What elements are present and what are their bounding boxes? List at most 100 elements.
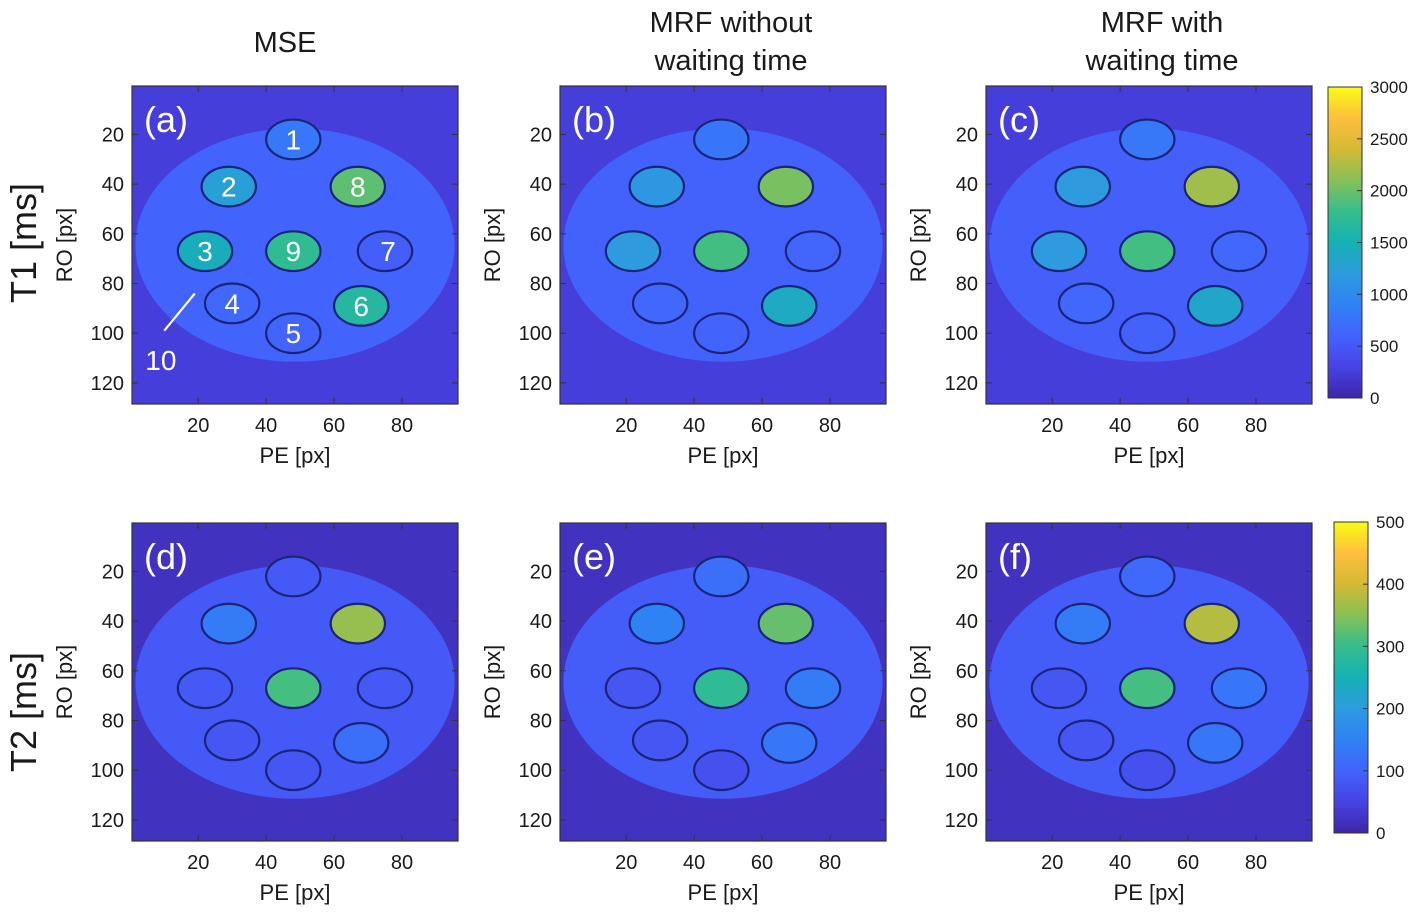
colorbar-gradient (1327, 86, 1363, 399)
colorbar-tick-label: 0 (1370, 389, 1379, 408)
panel-frame (131, 522, 459, 842)
vial-2 (1054, 602, 1112, 645)
colorbar-tick-label: 1000 (1370, 285, 1408, 304)
vial-3 (1030, 230, 1088, 273)
vial-8 (1183, 602, 1241, 645)
panel-frame (985, 85, 1313, 405)
y-tick-label: 120 (519, 373, 552, 395)
x-tick-label: 80 (1245, 852, 1267, 874)
panel-d: (d) 20 40 60 80 20 40 60 80 100 120 PE [px] RO [px] (52, 522, 459, 905)
vial-9 (1119, 667, 1176, 710)
vial-2 (200, 602, 258, 645)
y-axis-label: RO [px] (906, 645, 931, 720)
y-tick-label: 20 (102, 561, 124, 583)
vial-4 (1057, 719, 1115, 762)
y-tick-label: 80 (530, 711, 552, 733)
x-axis-label: PE [px] (688, 443, 759, 468)
y-axis-label: RO [px] (480, 645, 505, 720)
vial-label-2: 2 (221, 172, 237, 203)
x-axis-label: PE [px] (1114, 443, 1185, 468)
x-tick-label: 40 (683, 415, 705, 437)
x-axis-label: PE [px] (260, 880, 331, 905)
vial-5 (265, 749, 322, 792)
colorbar-tick-label: 2500 (1370, 130, 1408, 149)
x-tick-label: 20 (1041, 415, 1063, 437)
x-axis-label: PE [px] (688, 880, 759, 905)
panel-f: (f) 20 40 60 80 20 40 60 80 100 120 PE [px] RO [px] (906, 522, 1313, 905)
vial-2 (628, 602, 686, 645)
panel-frame (559, 85, 887, 405)
colorbar-tick-label: 1500 (1370, 234, 1408, 253)
x-tick-label: 20 (187, 415, 209, 437)
vial-3 (604, 667, 662, 710)
bath-pointer-line (163, 292, 196, 332)
vial-7 (1210, 667, 1268, 710)
vial-6 (760, 284, 818, 327)
y-tick-label: 20 (102, 124, 124, 146)
y-tick-label: 60 (102, 224, 124, 246)
panel-b: (b) 20 40 60 80 20 40 60 80 100 120 PE [px] RO [px] (480, 85, 887, 468)
colorbar-tick-label: 500 (1370, 337, 1398, 356)
y-axis-label: RO [px] (52, 645, 77, 720)
vial-8 (757, 602, 815, 645)
y-tick-label: 120 (945, 373, 978, 395)
colorbar-tick-label: 200 (1376, 700, 1404, 719)
colorbars-group: 0 500 1000 1500 2000 2500 3000 0 100 200 300 400 500 (1327, 78, 1408, 843)
vial-label-5: 5 (286, 318, 302, 349)
vial-4 (631, 282, 689, 325)
vial-4 (203, 719, 261, 762)
y-tick-label: 60 (956, 661, 978, 683)
vial-2 (628, 165, 686, 208)
x-tick-label: 60 (323, 415, 345, 437)
vial-4 (631, 719, 689, 762)
colorbar-tick-label: 400 (1376, 575, 1404, 594)
x-axis-label: PE [px] (1114, 880, 1185, 905)
y-tick-label: 80 (102, 274, 124, 296)
vial-8 (329, 602, 387, 645)
vial-6 (332, 721, 390, 764)
vial-1 (265, 118, 322, 161)
x-tick-label: 20 (1041, 852, 1063, 874)
vial-5 (1119, 312, 1176, 355)
vial-1 (265, 555, 322, 598)
y-tick-label: 60 (530, 661, 552, 683)
y-tick-label: 120 (91, 810, 124, 832)
vial-2 (1054, 165, 1112, 208)
x-tick-label: 20 (615, 852, 637, 874)
vial-5 (693, 312, 750, 355)
panel-label: (d) (144, 536, 188, 577)
y-tick-label: 80 (956, 711, 978, 733)
y-tick-label: 20 (956, 561, 978, 583)
x-tick-label: 40 (1109, 415, 1131, 437)
vial-label-7: 7 (380, 236, 396, 267)
y-tick-label: 100 (519, 323, 552, 345)
vial-label-1: 1 (286, 124, 302, 155)
panel-label: (e) (572, 536, 616, 577)
x-tick-label: 80 (819, 415, 841, 437)
x-tick-label: 40 (255, 852, 277, 874)
panel-label: (f) (998, 536, 1032, 577)
y-tick-label: 20 (530, 561, 552, 583)
y-tick-label: 100 (945, 760, 978, 782)
vial-7 (784, 667, 842, 710)
colorbar-tick-label: 300 (1376, 637, 1404, 656)
y-tick-label: 80 (102, 711, 124, 733)
colorbar-tick-label: 2000 (1370, 182, 1408, 201)
panel-c: (c) 20 40 60 80 20 40 60 80 100 120 PE [px] RO [px] (906, 85, 1313, 468)
vial-1 (693, 555, 750, 598)
vial-1 (693, 118, 750, 161)
column-title-mrf-without-line1: MRF without (650, 7, 813, 39)
y-tick-label: 20 (956, 124, 978, 146)
colorbar-tick-label: 3000 (1370, 78, 1408, 97)
vial-9 (693, 667, 750, 710)
vial-3 (1030, 667, 1088, 710)
column-title-mrf-with-line2: waiting time (1084, 45, 1238, 77)
panel-e: (e) 20 40 60 80 20 40 60 80 100 120 PE [px] RO [px] (480, 522, 887, 905)
y-tick-label: 40 (530, 174, 552, 196)
panel-frame (985, 522, 1313, 842)
row-label-t2: T2 [ms] (3, 652, 44, 772)
vial-2 (200, 165, 258, 208)
y-tick-label: 100 (519, 760, 552, 782)
panels-group: 1 2 34 5 67 8 9 10 (a) 20 40 60 80 20 40 60 80 100 120 PE [… (52, 85, 1313, 905)
